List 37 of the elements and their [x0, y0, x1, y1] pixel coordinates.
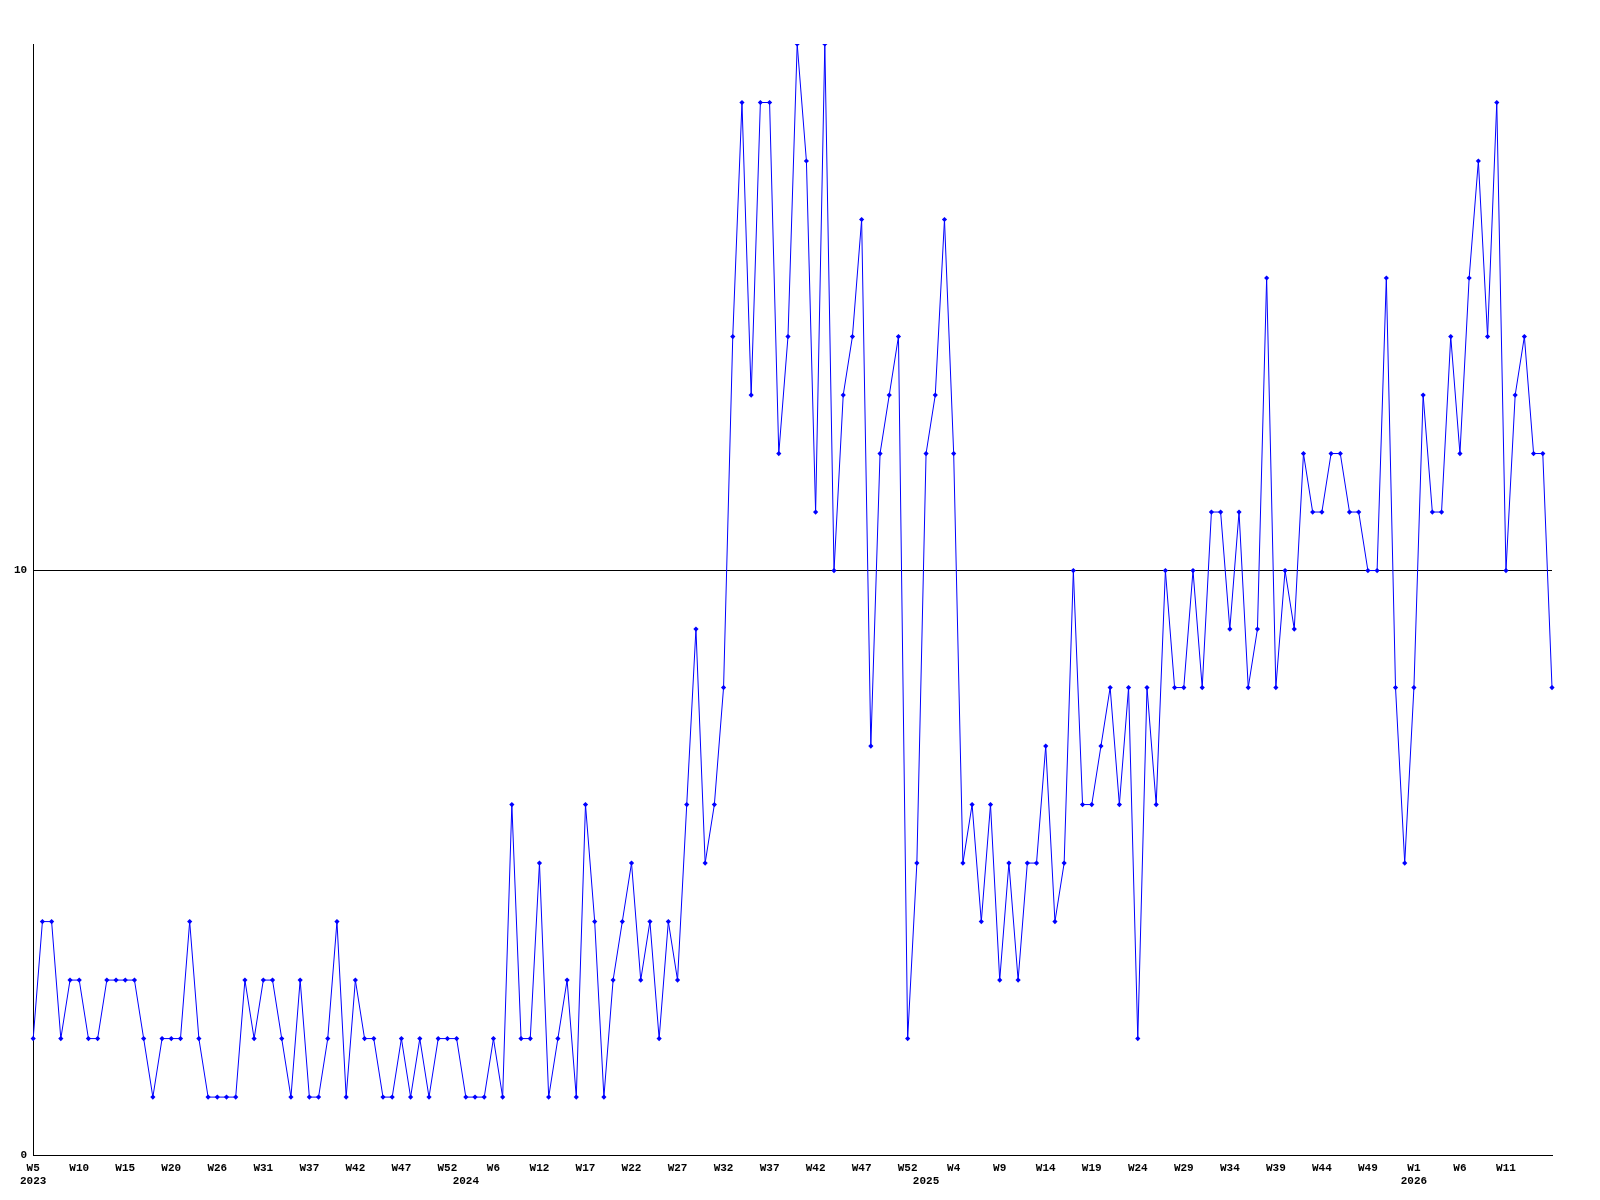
x-tick-label: W14 — [1035, 1161, 1057, 1174]
x-tick-label: W22 — [621, 1161, 642, 1174]
x-tick-label: W52 — [437, 1161, 458, 1174]
x-tick-label: W1 2026 — [1400, 1161, 1428, 1188]
x-tick-label: W37 — [759, 1161, 780, 1174]
x-tick-label: W10 — [69, 1161, 90, 1174]
x-tick-label: W29 — [1173, 1161, 1194, 1174]
x-tick-label: W6 — [1453, 1161, 1467, 1174]
x-tick-label: W47 — [391, 1161, 412, 1174]
x-tick-label: W6 — [486, 1161, 501, 1174]
x-tick-label: W17 — [575, 1161, 596, 1174]
x-tick-label: W31 — [253, 1161, 274, 1174]
x-tick-label: W24 — [1127, 1161, 1149, 1174]
x-tick-label: W15 — [115, 1161, 136, 1174]
x-tick-label: W27 — [667, 1161, 688, 1174]
x-tick-label: 2025 — [912, 1175, 940, 1188]
x-tick-label: W9 — [993, 1161, 1007, 1174]
x-tick-label: W26 — [207, 1161, 228, 1174]
x-tick-label: W34 — [1219, 1161, 1241, 1174]
x-tick-label: W44 — [1311, 1161, 1333, 1174]
x-tick-label: W11 — [1496, 1161, 1517, 1174]
x-tick-label: W37 — [299, 1161, 320, 1174]
x-tick-label: W20 — [161, 1161, 182, 1174]
x-tick-label: W4 — [947, 1161, 961, 1174]
x-tick-label: W42 — [805, 1161, 826, 1174]
x-tick-label: W19 — [1081, 1161, 1102, 1174]
x-tick-label: W5 2023 — [20, 1161, 47, 1188]
y-tick-label: 10 — [14, 564, 28, 577]
x-tick-label: W52 — [897, 1161, 918, 1174]
y-tick-label: 0 — [20, 1149, 28, 1162]
x-tick-label: W39 — [1265, 1161, 1286, 1174]
x-tick-label: W32 — [713, 1161, 734, 1174]
x-tick-label: W42 — [345, 1161, 366, 1174]
x-tick-label: 2024 — [452, 1175, 480, 1188]
x-tick-label: W47 — [851, 1161, 872, 1174]
x-tick-label: W12 — [529, 1161, 550, 1174]
x-tick-label: W49 — [1358, 1161, 1378, 1174]
